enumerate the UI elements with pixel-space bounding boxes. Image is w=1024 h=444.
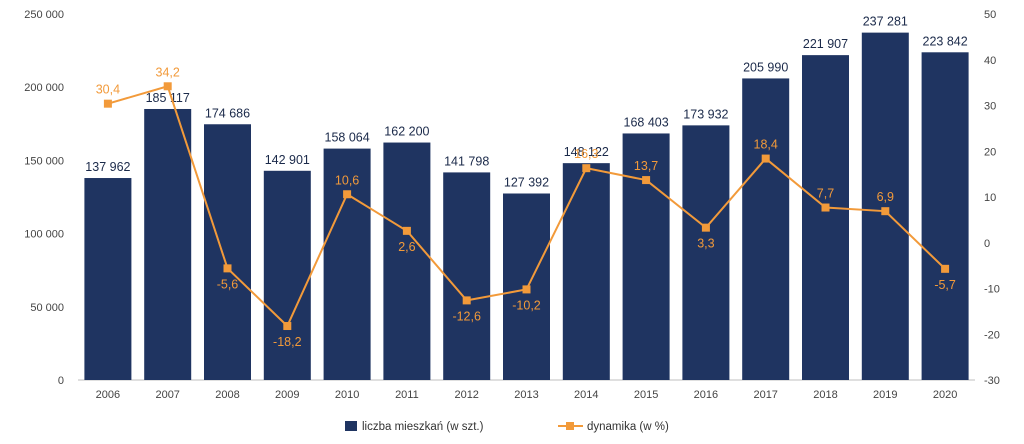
- bar: [682, 125, 730, 380]
- x-axis-tick-label: 2016: [694, 389, 718, 401]
- x-axis-tick-label: 2014: [574, 389, 598, 401]
- x-axis-tick-label: 2020: [933, 389, 957, 401]
- bar-data-label: 162 200: [384, 125, 429, 139]
- bar: [84, 178, 132, 380]
- dynamics-data-label: 7,7: [817, 187, 834, 201]
- dynamics-point: [402, 226, 411, 235]
- dynamics-point: [103, 99, 112, 108]
- x-axis-tick-label: 2007: [155, 389, 179, 401]
- right-axis-tick-label: -10: [984, 284, 1000, 296]
- x-axis-tick-label: 2015: [634, 389, 658, 401]
- right-axis-tick-label: 10: [984, 192, 996, 204]
- dynamics-data-label: 13,7: [634, 159, 658, 173]
- dynamics-point: [163, 82, 172, 91]
- dynamics-point: [701, 223, 710, 232]
- bar-data-label: 185 117: [146, 91, 190, 105]
- left-axis-tick-label: 50 000: [30, 302, 64, 314]
- dynamics-point: [821, 203, 830, 212]
- bar-data-label: 137 962: [85, 160, 130, 174]
- dynamics-point: [283, 322, 292, 331]
- legend-bar-label: liczba mieszkań (w szt.): [362, 421, 484, 433]
- x-axis-tick-label: 2006: [96, 389, 120, 401]
- left-axis-tick-label: 0: [58, 375, 64, 387]
- legend-bar-swatch: [345, 421, 357, 431]
- x-axis-tick-label: 2008: [215, 389, 239, 401]
- bar-data-label: 237 281: [863, 15, 908, 29]
- dynamics-point: [462, 296, 471, 305]
- bar: [144, 108, 192, 380]
- bar-data-label: 221 907: [803, 37, 848, 51]
- dynamics-data-label: -12,6: [452, 309, 481, 323]
- dynamics-point: [343, 190, 352, 199]
- bar: [383, 142, 431, 380]
- left-axis-tick-label: 100 000: [24, 229, 64, 241]
- bar: [323, 148, 371, 380]
- dynamics-point: [941, 264, 950, 273]
- x-axis-tick-label: 2013: [514, 389, 538, 401]
- bar: [802, 55, 849, 381]
- dynamics-data-label: -5,6: [217, 277, 239, 291]
- x-axis-tick-label: 2010: [335, 389, 359, 401]
- dynamics-data-label: -10,2: [512, 298, 541, 312]
- right-axis-tick-label: 40: [984, 55, 996, 67]
- x-axis-tick-label: 2012: [454, 389, 478, 401]
- dynamics-data-label: 16,3: [574, 147, 598, 161]
- left-axis-tick-label: 150 000: [24, 155, 64, 167]
- bar-data-label: 223 842: [923, 34, 968, 48]
- legend-line-label: dynamika (w %): [587, 421, 669, 433]
- bar: [921, 52, 969, 380]
- bar-data-label: 174 686: [205, 106, 250, 120]
- bar-data-label: 168 403: [624, 115, 669, 129]
- dynamics-data-label: 6,9: [877, 190, 894, 204]
- dynamics-data-label: -18,2: [273, 335, 302, 349]
- bar-data-label: 205 990: [743, 60, 788, 74]
- dynamics-data-label: 10,6: [335, 173, 359, 187]
- right-axis-tick-label: -20: [984, 329, 1000, 341]
- dynamics-data-label: 3,3: [697, 237, 714, 251]
- dynamics-data-label: 30,4: [96, 83, 120, 97]
- dynamics-point: [522, 285, 531, 294]
- dynamics-data-label: -5,7: [934, 278, 956, 292]
- left-axis-tick-label: 200 000: [24, 82, 64, 94]
- bar: [204, 124, 251, 380]
- dynamics-point: [582, 164, 591, 173]
- right-axis-tick-label: 20: [984, 146, 996, 158]
- right-axis-tick-label: 30: [984, 101, 996, 113]
- bar-data-label: 142 901: [265, 153, 310, 167]
- bar: [562, 163, 610, 380]
- x-axis-tick-label: 2019: [873, 389, 897, 401]
- legend-line-marker: [566, 422, 574, 430]
- bar: [861, 32, 909, 381]
- x-axis-tick-label: 2011: [395, 389, 419, 401]
- x-axis-tick-label: 2009: [275, 389, 299, 401]
- dynamics-point: [642, 176, 651, 185]
- bar-data-label: 173 932: [683, 107, 728, 121]
- bar-data-label: 127 392: [504, 175, 549, 189]
- dynamics-point: [223, 264, 232, 273]
- right-axis-tick-label: 0: [984, 238, 990, 250]
- x-axis-tick-label: 2017: [753, 389, 777, 401]
- bar: [263, 170, 311, 380]
- bar-data-label: 148 122: [564, 145, 609, 159]
- right-axis-tick-label: 50: [984, 9, 996, 21]
- dynamics-data-label: 2,6: [398, 240, 415, 254]
- dynamics-data-label: 18,4: [754, 138, 778, 152]
- bar-data-label: 158 064: [325, 131, 370, 145]
- x-axis-tick-label: 2018: [813, 389, 837, 401]
- dynamics-data-label: 34,2: [156, 65, 180, 79]
- dynamics-point: [881, 207, 890, 216]
- right-axis-tick-label: -30: [984, 375, 1000, 387]
- bar: [622, 133, 670, 380]
- bar: [742, 78, 790, 381]
- left-axis-tick-label: 250 000: [24, 9, 64, 21]
- bar-data-label: 141 798: [444, 154, 489, 168]
- dynamics-point: [761, 154, 770, 163]
- bar: [443, 172, 491, 380]
